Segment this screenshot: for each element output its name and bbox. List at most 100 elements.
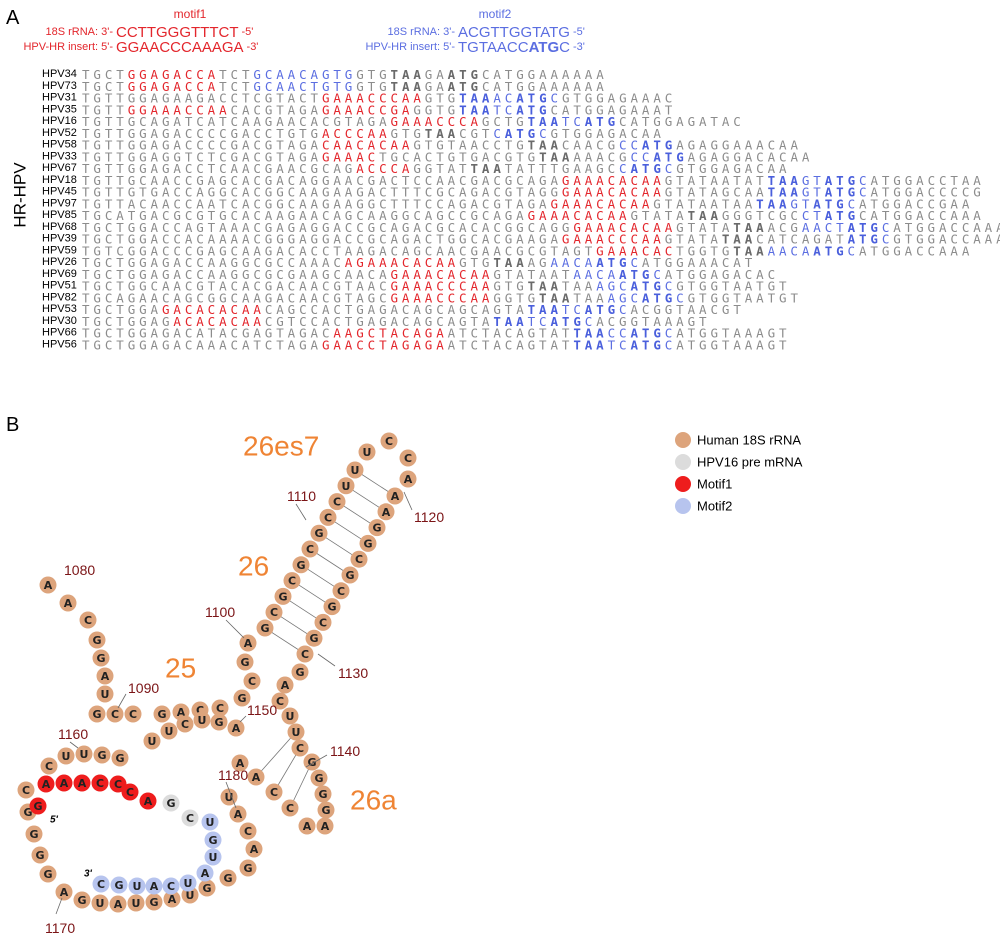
row-label: HPV34 bbox=[42, 68, 77, 80]
row-label: HPV56 bbox=[42, 338, 77, 350]
nucleotide-circle bbox=[301, 540, 319, 558]
sequence-segment: C bbox=[630, 255, 641, 270]
region-label: 26 bbox=[238, 551, 269, 582]
nucleotide-letter: A bbox=[236, 757, 245, 770]
sequence-segment: ATCTACAGTAT bbox=[448, 337, 574, 352]
sequence-segment: CATGGACCAAA bbox=[859, 208, 985, 223]
nucleotide-circle bbox=[196, 864, 214, 882]
nucleotide: C bbox=[265, 603, 283, 621]
sequence-segment: ATG bbox=[813, 243, 847, 258]
sequence-segment: TAA bbox=[459, 102, 493, 117]
sequence-segment: ATG bbox=[630, 325, 664, 340]
nucleotide: U bbox=[358, 443, 376, 461]
nucleotide-circle bbox=[358, 443, 376, 461]
sequence: TGCTGGACCACAAAACGGGAGGACCGCAGACTGGCACGAA… bbox=[82, 231, 1000, 246]
position-label: 1170 bbox=[45, 920, 75, 936]
sequence-segment: GTGGAGACAA bbox=[551, 125, 665, 140]
nucleotide-circle bbox=[31, 846, 49, 864]
sequence-segment: ATG bbox=[516, 90, 550, 105]
sequence-segment: ATG bbox=[448, 78, 482, 93]
sequence-segment: C bbox=[493, 125, 504, 140]
nucleotide-letter: A bbox=[321, 820, 330, 833]
nucleotide: A bbox=[399, 470, 417, 488]
sequence-segment: TAA bbox=[722, 231, 756, 246]
sequence-segment: TATTTGAAGC bbox=[505, 161, 619, 176]
sequence-segment: TGCTGGAGACATACGAGTAGAC bbox=[82, 325, 333, 340]
sequence: TGTTGGAGGTCTCGACGTAGAGAAACTGCACTGTGACGTG… bbox=[82, 149, 813, 164]
nucleotide-circle bbox=[328, 493, 346, 511]
nucleotide-letter: U bbox=[225, 791, 234, 804]
row-label: HPV69 bbox=[42, 268, 77, 280]
nucleotide-letter: A bbox=[382, 506, 391, 519]
base-pair bbox=[255, 731, 297, 778]
sequence: TGCATGACGCGTGCACAAGAACAGCAAGGCAGCCGCAGAG… bbox=[82, 208, 985, 223]
row-label: HPV35 bbox=[42, 103, 77, 115]
sequence-segment: ATG bbox=[630, 337, 664, 352]
sequence-segment: TGTTGCAACCGAGCACGACAGGAACGACTCCAACGACGCA… bbox=[82, 172, 562, 187]
nucleotide-circle bbox=[305, 629, 323, 647]
nucleotide-circle bbox=[227, 719, 245, 737]
sequence: TGTCGGACCCGAGCAAGACACCTAAGACAGCAACGAACGC… bbox=[82, 243, 973, 258]
nucleotide-letter: A bbox=[391, 490, 400, 503]
row-label: HPV53 bbox=[42, 303, 77, 315]
position-label: 1090 bbox=[128, 680, 159, 696]
nucleotide-letter: C bbox=[286, 802, 294, 815]
sequence-segment: GT bbox=[802, 172, 825, 187]
sequence-segment: TAA bbox=[573, 325, 607, 340]
nucleotide: C bbox=[176, 715, 194, 733]
nucleotide-circle bbox=[274, 587, 292, 605]
nucleotide-circle bbox=[160, 722, 178, 740]
nucleotide-letter: C bbox=[216, 702, 224, 715]
nucleotide: A bbox=[276, 676, 294, 694]
nucleotide: G bbox=[31, 846, 49, 864]
nucleotide-circle bbox=[281, 799, 299, 817]
nucleotide: G bbox=[341, 566, 359, 584]
sequence: TGTTGGAGACCTCAACGAACGCAGACCCAGGTATTAATAT… bbox=[82, 161, 790, 176]
nucleotide-circle bbox=[153, 705, 171, 723]
nucleotide-letter: G bbox=[166, 797, 175, 810]
nucleotide-circle bbox=[346, 461, 364, 479]
position-label: 1180 bbox=[218, 767, 248, 783]
nucleotide-letter: U bbox=[351, 464, 360, 477]
sequence-segment: AAACG bbox=[573, 149, 630, 164]
nucleotide: U bbox=[128, 877, 146, 895]
sequence-segment: ATG bbox=[825, 172, 859, 187]
base-pair bbox=[273, 747, 301, 793]
motif-seq: TGTAACCATGC -3' bbox=[458, 39, 585, 56]
nucleotide-circle bbox=[111, 749, 129, 767]
nucleotide: G bbox=[111, 749, 129, 767]
nucleotide: G bbox=[93, 746, 111, 764]
nucleotide: U bbox=[220, 788, 238, 806]
legend-label: Motif2 bbox=[697, 499, 732, 514]
motif-base: ACGTTGGTATG bbox=[458, 24, 570, 41]
nucleotide-circle bbox=[399, 470, 417, 488]
nucleotide: G bbox=[305, 629, 323, 647]
nucleotide: G bbox=[310, 769, 328, 787]
nucleotide-letter: G bbox=[33, 800, 42, 813]
motif-lead: HPV-HR insert: 5'- bbox=[365, 41, 455, 53]
sequence-segment: ATG bbox=[630, 161, 664, 176]
row-label: HPV26 bbox=[42, 256, 77, 268]
nucleotide: C bbox=[239, 822, 257, 840]
sequence-segment: GAAACACAA bbox=[528, 208, 631, 223]
five-prime: 5' bbox=[50, 815, 59, 826]
position-label: 1080 bbox=[64, 562, 95, 578]
nucleotide-letter: G bbox=[43, 868, 52, 881]
sequence-segment: CAACACAA bbox=[322, 137, 413, 152]
nucleotide: G bbox=[210, 713, 228, 731]
sequence-segment: TAA bbox=[756, 196, 790, 211]
sequence-segment: GTGGAGACAA bbox=[676, 161, 790, 176]
nucleotide: A bbox=[227, 719, 245, 737]
nucleotide-letter: U bbox=[148, 735, 157, 748]
nucleotide-letter: G bbox=[92, 634, 101, 647]
nucleotide-letter: U bbox=[363, 446, 372, 459]
nucleotide-circle bbox=[109, 775, 127, 793]
legend-swatch bbox=[675, 476, 691, 492]
row-label: HPV39 bbox=[42, 233, 77, 245]
sequence-segment: ATGGACCAAA bbox=[893, 219, 1000, 234]
sequence-segment: GTATA bbox=[665, 231, 722, 246]
nucleotide: G bbox=[236, 653, 254, 671]
nucleotide: G bbox=[88, 631, 106, 649]
nucleotide: G bbox=[110, 876, 128, 894]
